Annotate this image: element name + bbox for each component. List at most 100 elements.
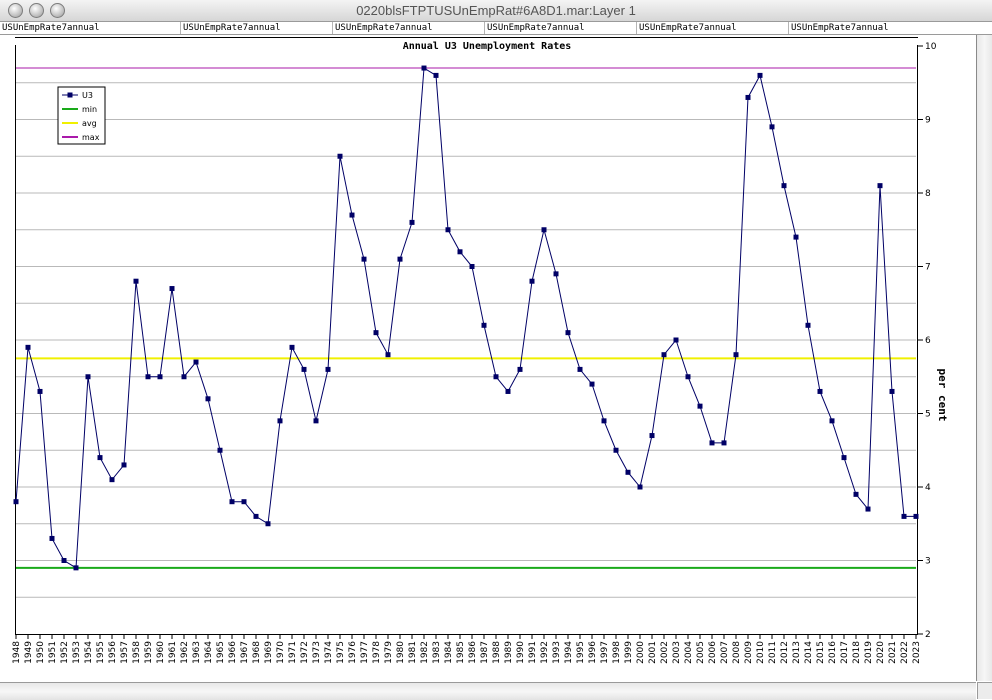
data-point [661, 352, 667, 358]
x-tick-label: 1980 [396, 641, 406, 664]
x-tick-label: 1957 [120, 641, 130, 664]
data-point [385, 352, 391, 358]
data-point [769, 124, 775, 130]
data-point [853, 491, 859, 497]
x-tick-label: 1970 [276, 641, 286, 664]
tab-layer-3[interactable]: USUnEmpRate7annual [332, 22, 484, 34]
x-tick-label: 2021 [888, 641, 898, 664]
chart-legend: U3 min avg max [57, 86, 106, 145]
x-tick-label: 2015 [816, 641, 826, 664]
tab-layer-5[interactable]: USUnEmpRate7annual [636, 22, 788, 34]
data-point [289, 344, 295, 350]
data-point [85, 374, 91, 380]
x-tick-label: 1988 [492, 641, 502, 664]
x-tick-label: 1990 [516, 641, 526, 664]
zoom-window-button[interactable] [50, 3, 65, 18]
x-tick-label: 1948 [12, 641, 22, 664]
x-tick-label: 1985 [456, 641, 466, 664]
chart-title: Annual U3 Unemployment Rates [403, 41, 572, 52]
x-tick-label: 1997 [600, 641, 610, 664]
x-tick-label: 2001 [648, 641, 658, 664]
x-tick-label: 2000 [636, 641, 646, 664]
close-window-button[interactable] [8, 3, 23, 18]
x-tick-label: 1981 [408, 641, 418, 664]
x-tick-label: 1976 [348, 641, 358, 664]
x-tick-label: 2002 [660, 641, 670, 664]
y-tick-label: 10 [925, 42, 937, 52]
data-point [673, 337, 679, 343]
data-point [493, 374, 499, 380]
data-point [37, 388, 43, 394]
y-tick-label: 6 [925, 336, 931, 346]
x-tick-label: 1971 [288, 641, 298, 664]
data-point [913, 513, 919, 519]
vertical-scrollbar[interactable] [977, 35, 992, 681]
reference-lines [16, 67, 916, 569]
x-tick-label: 1967 [240, 641, 250, 664]
x-tick-label: 1953 [72, 641, 82, 664]
x-tick-label: 2016 [828, 641, 838, 664]
x-tick-label: 1969 [264, 641, 274, 664]
window-title: 0220blsFTPTUSUnEmpRat#6A8D1.mar:Layer 1 [356, 3, 636, 18]
data-point [901, 513, 907, 519]
x-tick-label: 1949 [24, 641, 34, 664]
data-point [133, 278, 139, 284]
legend-marker [67, 92, 73, 98]
resize-grip[interactable] [977, 682, 992, 699]
legend-label-avg: avg [82, 119, 97, 128]
x-tick-label: 1960 [156, 641, 166, 664]
data-point [241, 499, 247, 505]
tab-layer-4[interactable]: USUnEmpRate7annual [484, 22, 636, 34]
x-tick-label: 2008 [732, 641, 742, 664]
data-point [817, 388, 823, 394]
data-point [841, 455, 847, 461]
x-tick-label: 1987 [480, 641, 490, 664]
data-point [169, 286, 175, 292]
horizontal-scrollbar[interactable] [0, 682, 976, 700]
data-point [829, 418, 835, 424]
data-point [49, 535, 55, 541]
x-tick-label: 1956 [108, 641, 118, 664]
data-point [409, 219, 415, 225]
y-tick-label: 7 [925, 263, 931, 273]
data-point [397, 256, 403, 262]
y-tick-label: 8 [925, 189, 931, 199]
x-tick-label: 1991 [528, 641, 538, 664]
x-tick-label: 1999 [624, 641, 634, 664]
x-tick-label: 1982 [420, 641, 430, 664]
data-point [181, 374, 187, 380]
x-tick-label: 1964 [204, 641, 214, 664]
data-point [301, 366, 307, 372]
x-tick-label: 1965 [216, 641, 226, 664]
x-tick-label: 1978 [372, 641, 382, 664]
legend-label-min: min [82, 105, 97, 114]
x-tick-label: 1984 [444, 641, 454, 664]
data-point [61, 558, 67, 563]
minimize-window-button[interactable] [29, 3, 44, 18]
data-point [541, 227, 547, 233]
x-tick-label: 1955 [96, 641, 106, 664]
tab-layer-6[interactable]: USUnEmpRate7annual [788, 22, 976, 34]
x-tick-label: 1959 [144, 641, 154, 664]
tab-layer-2[interactable]: USUnEmpRate7annual [180, 22, 332, 34]
data-point [877, 183, 883, 189]
data-point [121, 462, 127, 468]
data-point [253, 513, 259, 519]
x-tick-label: 1954 [84, 641, 94, 664]
u3-series-line [15, 67, 916, 569]
x-tick-label: 1950 [36, 641, 46, 664]
x-tick-label: 1995 [576, 641, 586, 664]
data-point [145, 374, 151, 380]
data-point [685, 374, 691, 380]
data-point [601, 418, 607, 424]
x-tick-label: 1972 [300, 641, 310, 664]
x-tick-label: 1962 [180, 641, 190, 664]
x-tick-label: 2017 [840, 641, 850, 664]
data-point [349, 212, 355, 218]
x-tick-label: 2010 [756, 641, 766, 664]
chart-area: 2 3 4 5 6 7 8 9 10 1948 1949 1950 1951 1952 1953 1954 1… [0, 35, 977, 681]
x-tick-label: 2005 [696, 641, 706, 664]
tab-layer-1[interactable]: USUnEmpRate7annual [2, 23, 100, 33]
x-tick-label: 1979 [384, 641, 394, 664]
